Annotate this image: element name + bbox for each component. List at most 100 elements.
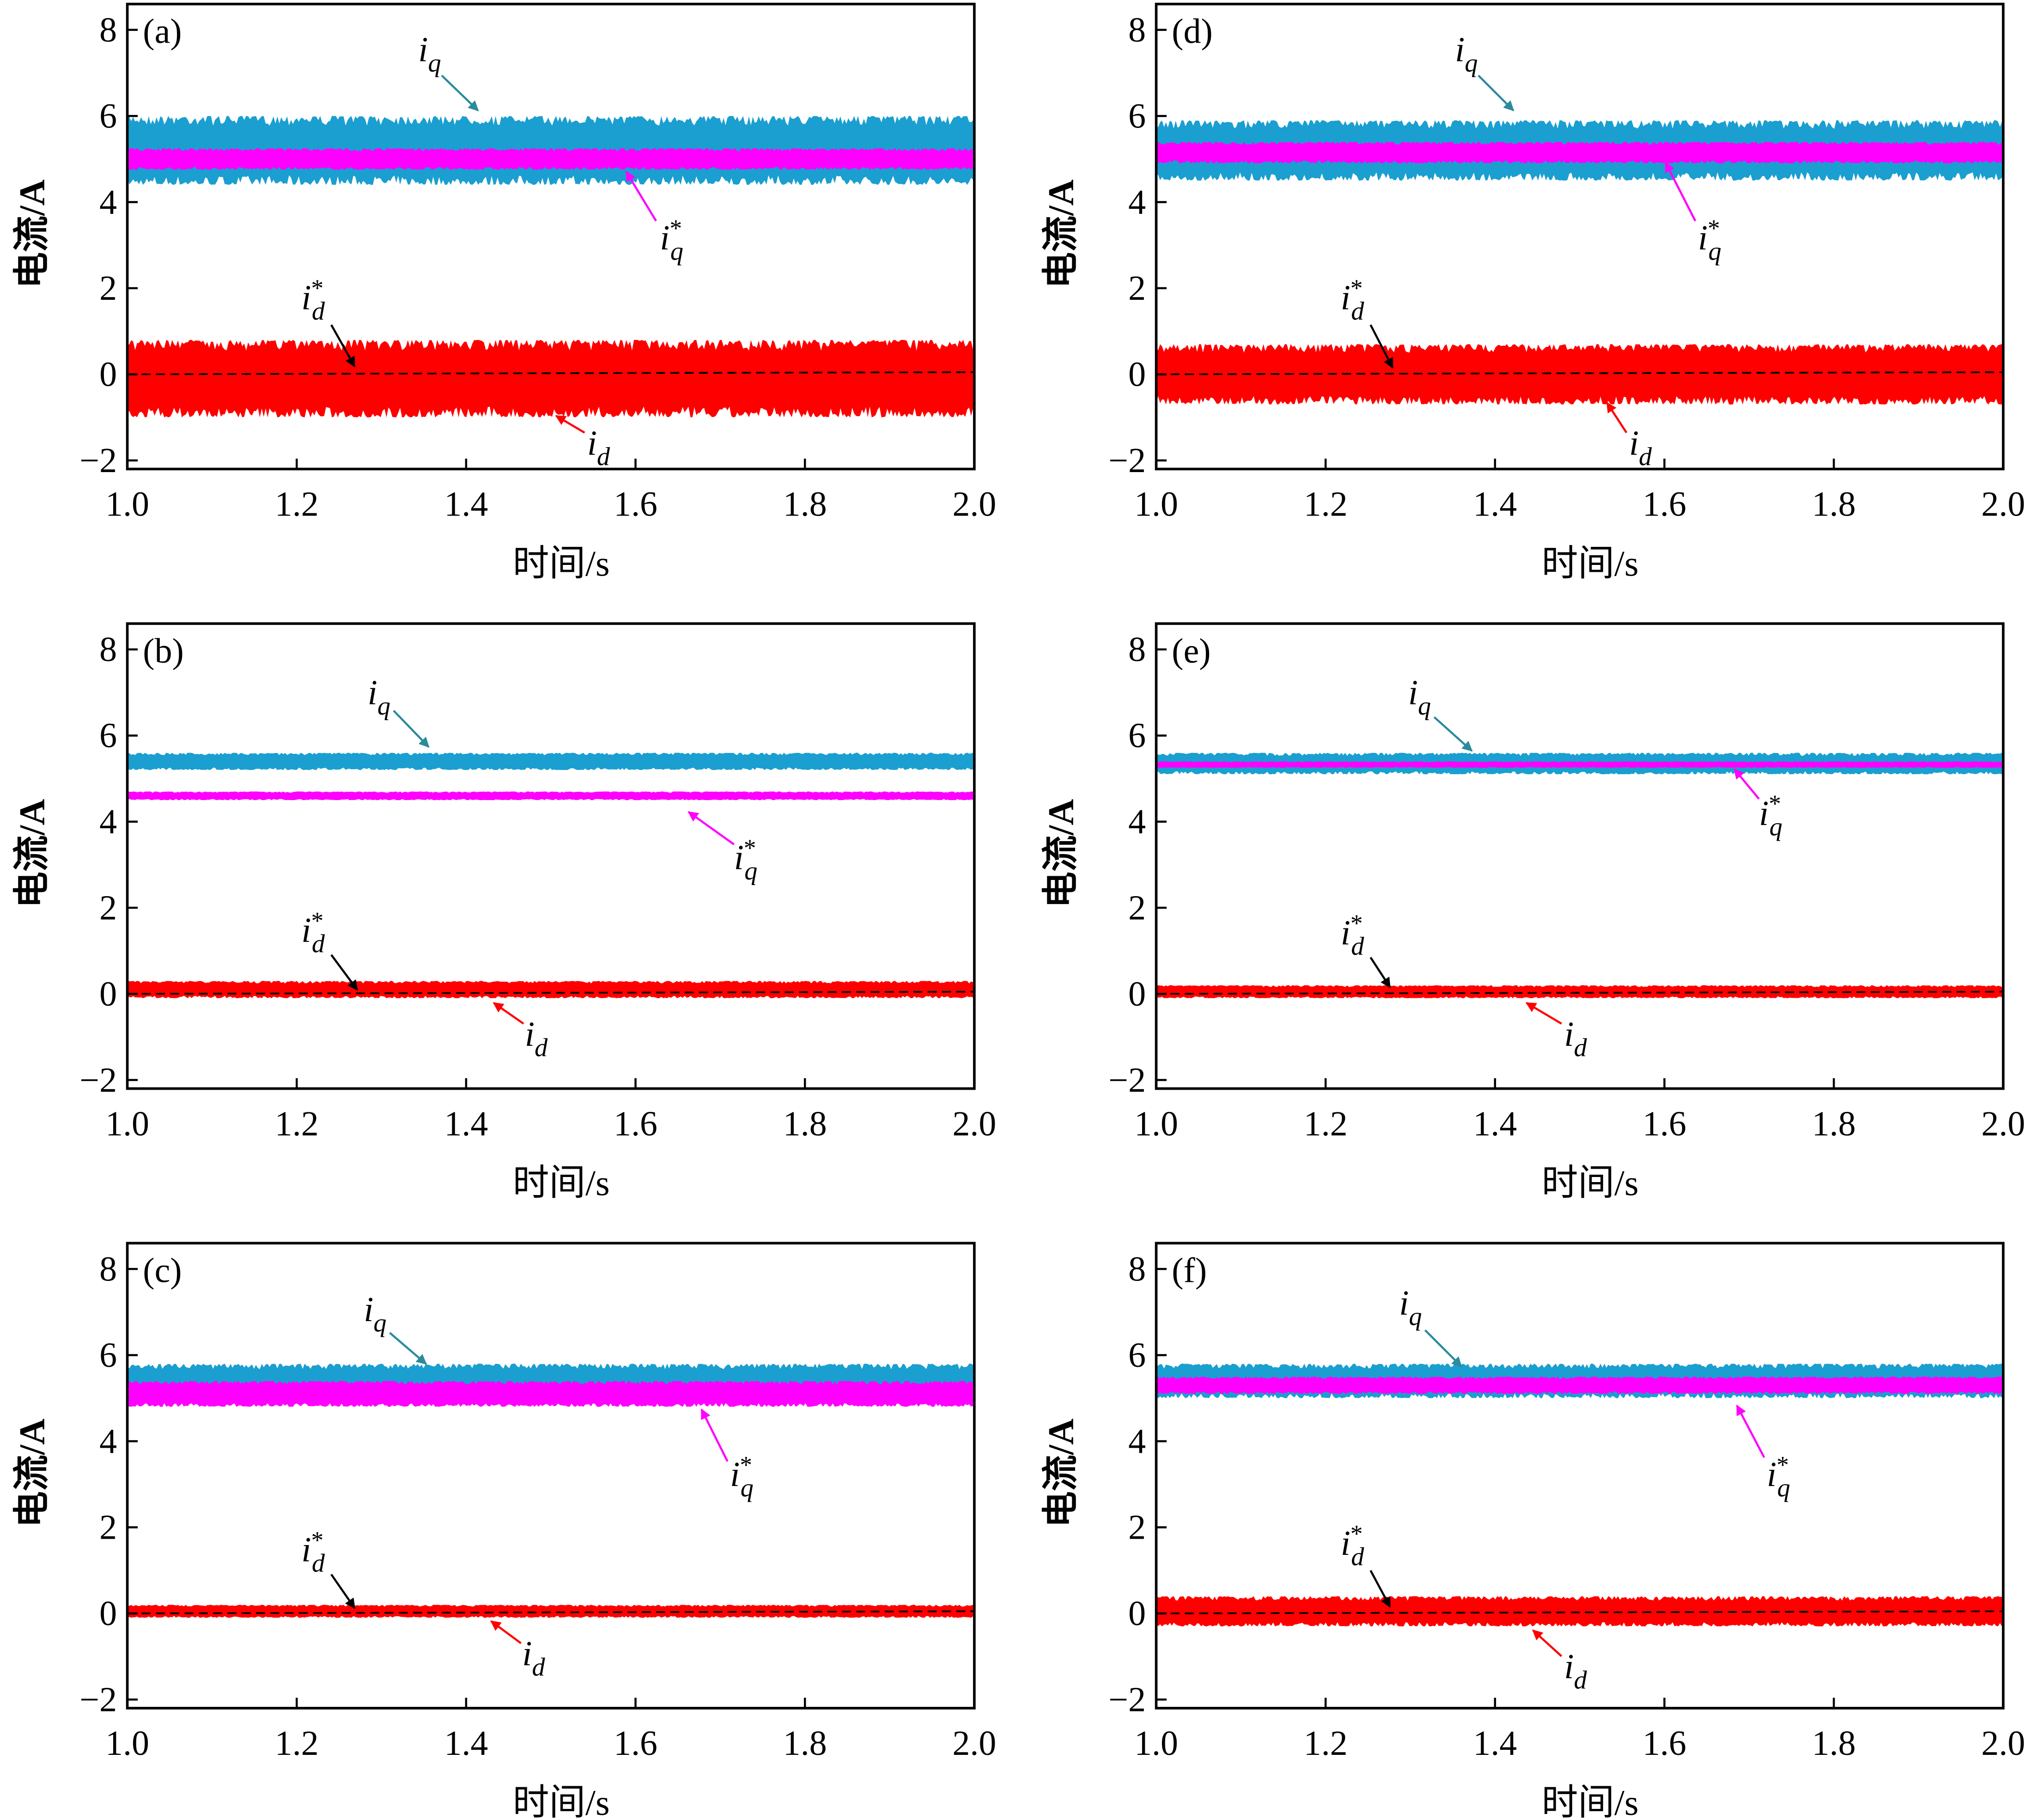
- y-tick-label: 2: [99, 888, 117, 927]
- y-tick-label: 4: [99, 1422, 117, 1461]
- y-tick-label: 6: [1128, 1336, 1146, 1375]
- annotation-iq-label: iq: [364, 1290, 386, 1337]
- x-tick-label: 1.2: [1304, 1104, 1348, 1143]
- annotation-id-ref-arrow: [330, 954, 359, 991]
- x-tick-label: 2.0: [952, 1104, 996, 1143]
- series-id-ref-line: [127, 1610, 974, 1614]
- x-tick-label: 1.0: [1134, 485, 1178, 524]
- x-tick-label: 1.6: [1642, 1724, 1686, 1763]
- y-tick-label: 4: [1128, 1422, 1146, 1461]
- y-tick-label: 2: [1128, 888, 1146, 927]
- subscript: q: [670, 237, 683, 266]
- superscript: *: [1708, 214, 1720, 242]
- superscript: *: [740, 1451, 752, 1479]
- x-axis-label: 时间/s: [513, 1783, 610, 1820]
- annotation-iq-arrow: [393, 710, 430, 748]
- subscript: d: [597, 443, 610, 471]
- subscript: q: [1418, 692, 1431, 721]
- y-tick-label: 8: [99, 1250, 117, 1288]
- x-axis-label: 时间/s: [513, 1163, 610, 1203]
- annotation-id-ref-arrow: [1369, 957, 1391, 989]
- y-tick-label: 8: [99, 11, 117, 49]
- annotation-iq-label: iq: [1399, 1284, 1422, 1331]
- series-iq-ref-band: [1156, 761, 2003, 768]
- y-tick-label: −2: [79, 1680, 117, 1719]
- x-tick-label: 2.0: [1981, 1104, 2025, 1143]
- annotation-iq-label: iq: [1455, 30, 1478, 77]
- plot-area: [1156, 1364, 2003, 1626]
- x-tick-label: 1.4: [1473, 1104, 1517, 1143]
- x-tick-label: 1.6: [614, 1724, 657, 1763]
- y-tick-label: 2: [1128, 1508, 1146, 1547]
- annotation-id-ref-label: i* d: [1341, 274, 1364, 326]
- annotation-iq-ref-label: i* q: [1767, 1451, 1790, 1503]
- symbol: i: [730, 1455, 740, 1494]
- y-tick-label: 8: [1128, 11, 1146, 49]
- annotation-iq-label: iq: [1408, 673, 1431, 720]
- annotation-iq-ref-label: i* q: [660, 214, 683, 266]
- symbol: i: [1455, 30, 1465, 69]
- y-tick-label: 0: [99, 355, 117, 394]
- subscript: d: [1351, 1543, 1364, 1571]
- symbol: i: [522, 1634, 532, 1673]
- annotation-id-label: id: [522, 1634, 545, 1681]
- x-tick-label: 1.2: [275, 1724, 319, 1763]
- axes-frame: [126, 2, 976, 471]
- x-axis-label: 时间/s: [1542, 1163, 1639, 1203]
- panel-label: (f): [1172, 1251, 1207, 1290]
- x-tick-label: 1.4: [444, 1104, 488, 1143]
- x-tick-label: 1.0: [105, 485, 149, 524]
- symbol: i: [1408, 673, 1418, 712]
- y-tick-label: −2: [1108, 441, 1146, 480]
- superscript: *: [1350, 274, 1363, 302]
- symbol: i: [301, 911, 311, 950]
- x-tick-label: 1.8: [1812, 1104, 1856, 1143]
- annotation-id-label: id: [525, 1015, 548, 1062]
- y-tick-label: 4: [99, 183, 117, 222]
- series-id-band: [127, 981, 974, 998]
- annotation-iq-ref-arrow: [1664, 161, 1696, 222]
- x-axis-label: 时间/s: [513, 544, 610, 584]
- plot-area: [1156, 752, 2003, 998]
- symbol: i: [1698, 218, 1708, 257]
- subscript: q: [428, 49, 441, 78]
- series-id-ref-line: [127, 991, 974, 995]
- superscript: *: [1350, 1520, 1363, 1547]
- annotation-id-ref-arrow: [1369, 324, 1394, 369]
- subscript: d: [312, 1549, 325, 1578]
- y-tick-label: 6: [1128, 97, 1146, 135]
- series-iq-ref-band: [1156, 142, 2003, 164]
- series-id-band: [127, 1605, 974, 1618]
- y-tick-label: −2: [1108, 1680, 1146, 1719]
- y-tick-label: 8: [1128, 1250, 1146, 1288]
- subscript: q: [1769, 813, 1782, 841]
- y-axis-label: 电流/A: [12, 179, 53, 288]
- series-id-ref-line: [1156, 371, 2003, 376]
- superscript: *: [1776, 1451, 1789, 1479]
- y-axis-label: 电流/A: [12, 799, 53, 908]
- x-tick-label: 1.4: [444, 485, 488, 524]
- annotation-iq-label: iq: [368, 673, 390, 720]
- annotation-iq-arrow: [1478, 74, 1514, 111]
- y-tick-label: 0: [99, 975, 117, 1013]
- annotation-id-arrow: [1606, 402, 1628, 433]
- x-tick-label: 1.2: [275, 485, 319, 524]
- annotation-iq-ref-label: i* q: [1698, 214, 1721, 266]
- y-axis-label: 电流/A: [12, 1419, 53, 1528]
- subscript: q: [1709, 237, 1721, 266]
- y-tick-label: 0: [1128, 975, 1146, 1013]
- annotation-id-label: id: [587, 424, 610, 471]
- y-tick-label: −2: [79, 441, 117, 480]
- plot-area: [127, 116, 974, 418]
- y-tick-label: 4: [99, 802, 117, 841]
- annotation-id-ref-arrow: [330, 1573, 356, 1609]
- x-tick-label: 1.6: [614, 1104, 657, 1143]
- x-axis-label: 时间/s: [1542, 544, 1639, 584]
- annotation-id-arrow: [555, 415, 585, 434]
- y-tick-label: 6: [99, 1336, 117, 1375]
- y-tick-label: 4: [1128, 802, 1146, 841]
- annotation-iq-ref-arrow: [687, 811, 735, 845]
- annotation-id-ref-label: i* d: [1341, 1520, 1364, 1571]
